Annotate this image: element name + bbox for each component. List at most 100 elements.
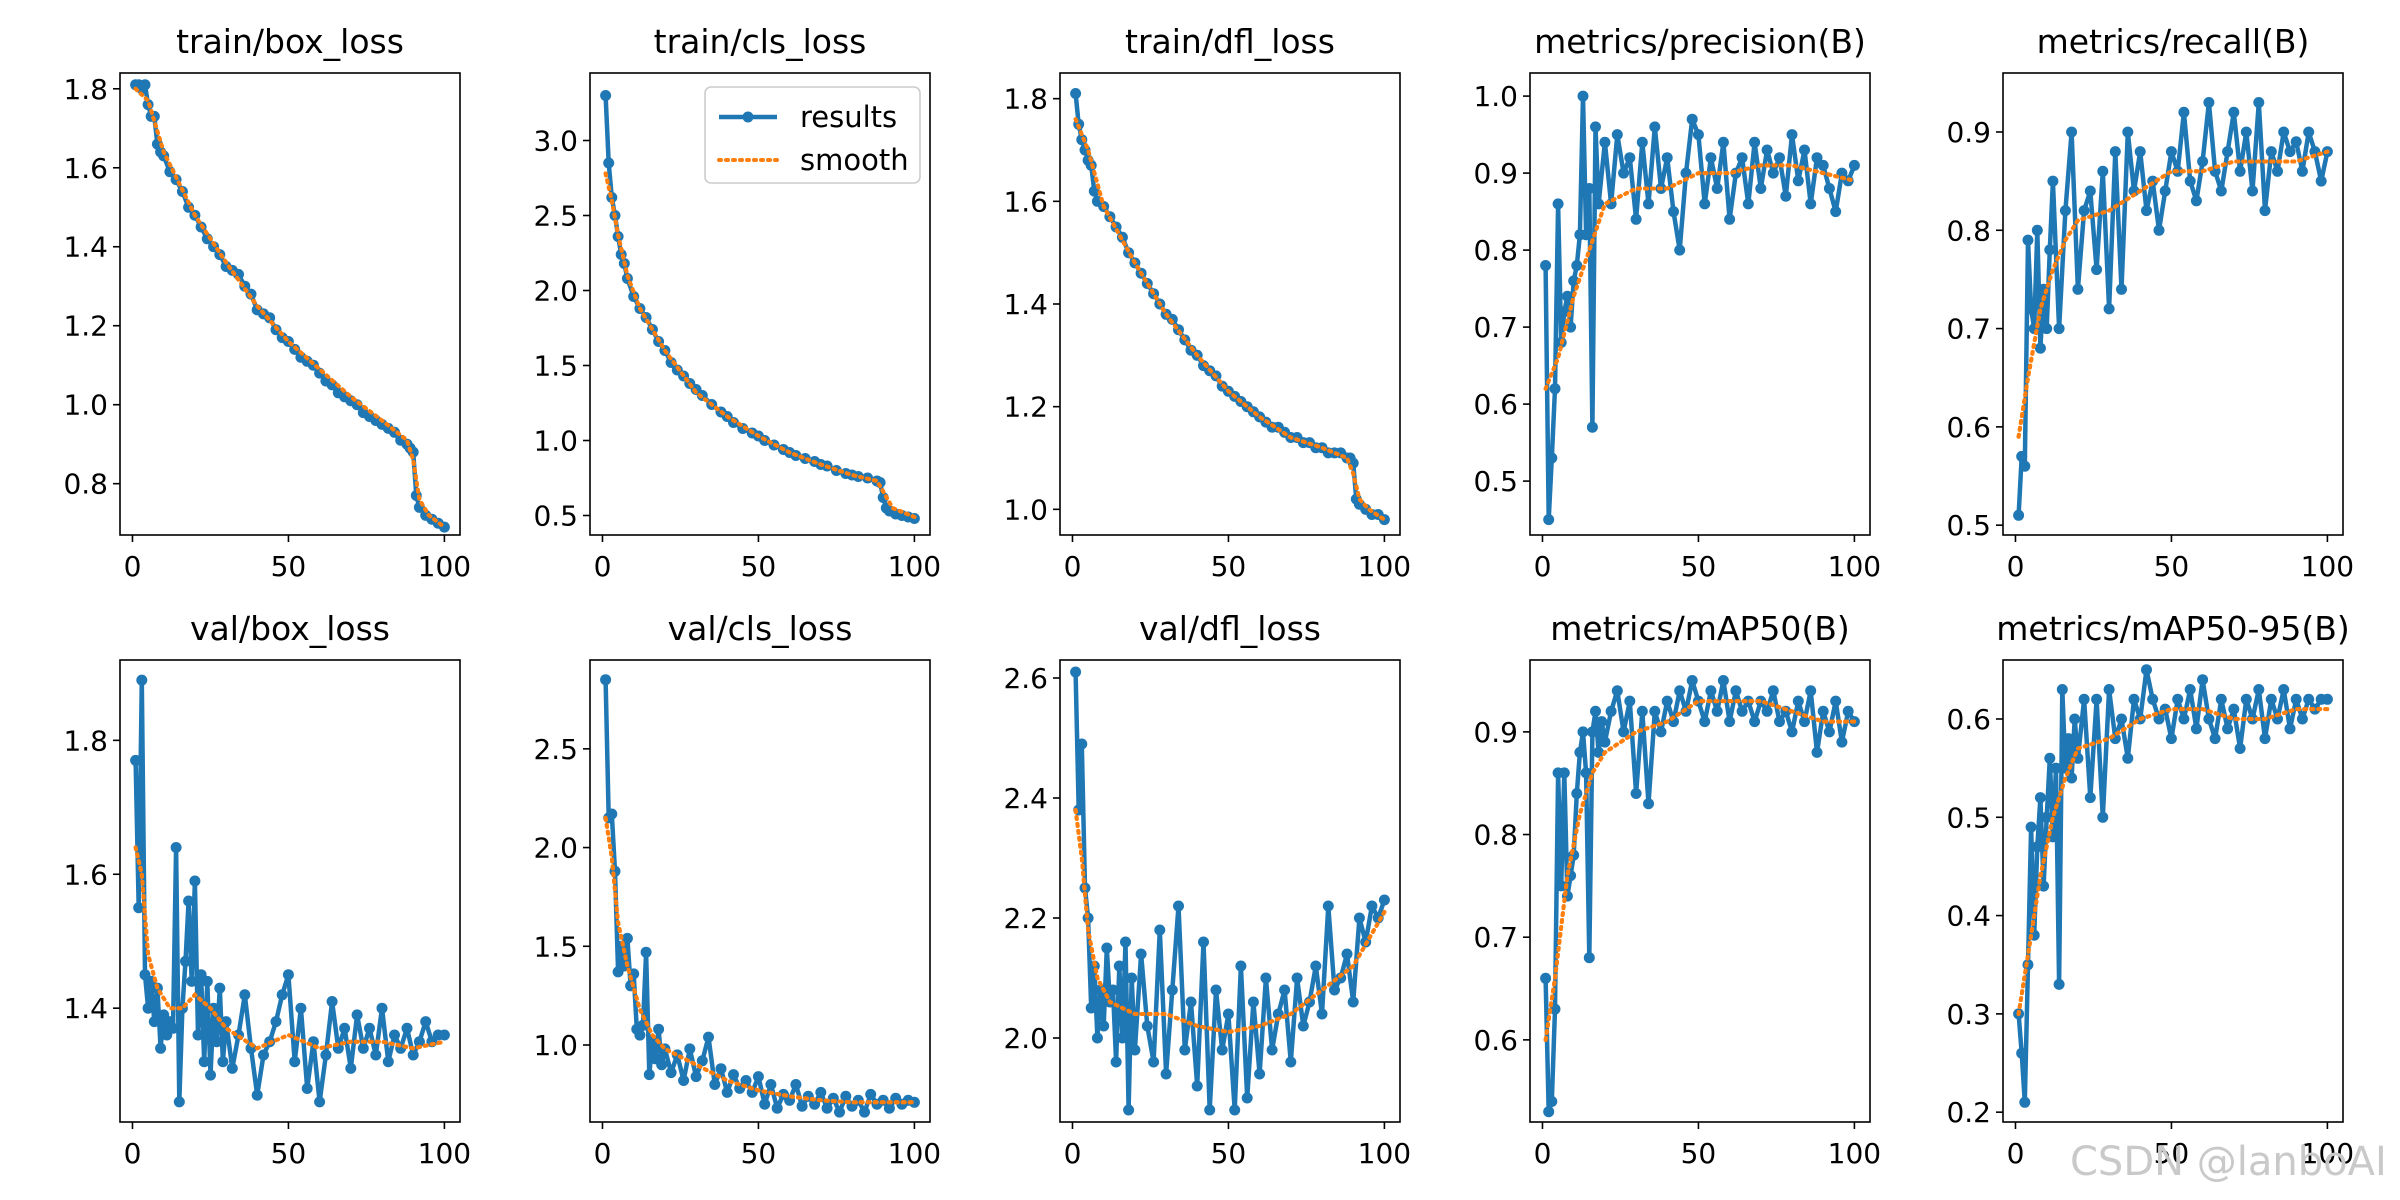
data-point: [2165, 733, 2177, 745]
data-point: [759, 1098, 771, 1110]
y-tick-label: 1.2: [1003, 391, 1048, 424]
y-tick-label: 2.0: [533, 832, 578, 865]
data-point: [2290, 136, 2302, 148]
data-point: [665, 1067, 677, 1079]
data-point: [2066, 126, 2078, 138]
data-point: [643, 1069, 655, 1081]
data-point: [2296, 713, 2308, 725]
data-point: [413, 1036, 425, 1048]
data-point: [1555, 880, 1567, 892]
data-point: [1107, 984, 1119, 996]
y-tick-label: 0.8: [63, 468, 108, 501]
data-point: [2044, 752, 2056, 764]
y-tick-label: 0.6: [1473, 1024, 1518, 1057]
data-point: [859, 1106, 870, 1118]
series-line-smooth-overlay: [603, 171, 917, 519]
data-point: [198, 1056, 210, 1068]
data-point: [740, 1075, 752, 1086]
data-point: [765, 1079, 777, 1090]
data-point: [1780, 190, 1792, 202]
data-point: [1742, 695, 1754, 707]
data-point: [1191, 1080, 1203, 1092]
x-tick-label: 50: [1211, 550, 1247, 583]
data-point: [1571, 788, 1583, 799]
subplot-title: metrics/recall(B): [2037, 22, 2310, 61]
y-tick-label: 0.5: [1473, 465, 1518, 498]
data-point: [1717, 675, 1729, 686]
legend: results smooth: [704, 86, 921, 184]
series-line-smooth-overlay: [2016, 149, 2330, 439]
data-point: [721, 1086, 733, 1098]
subplot-train-box-loss: train/box_loss 0 50 100 0.8 1.0 1.2 1.4 1.6 1.8: [63, 22, 471, 583]
data-point: [790, 1079, 802, 1090]
data-point: [2234, 743, 2246, 754]
data-point: [2053, 978, 2065, 990]
data-point: [1643, 798, 1654, 810]
data-point: [214, 982, 226, 994]
data-point: [2147, 693, 2159, 705]
data-point: [1599, 136, 1611, 148]
data-point: [1699, 716, 1711, 728]
data-point: [1761, 144, 1773, 156]
data-point: [1546, 452, 1558, 464]
data-point: [771, 1102, 783, 1114]
y-tick-label: 2.5: [533, 200, 578, 233]
data-point: [186, 975, 198, 987]
data-point: [1378, 894, 1390, 906]
data-point: [226, 1062, 238, 1074]
y-tick-label: 1.6: [63, 152, 108, 185]
data-point: [2290, 693, 2302, 705]
data-point: [1823, 183, 1835, 194]
data-point: [653, 1023, 665, 1035]
series-line-smooth: [133, 86, 447, 530]
x-tick-label: 100: [1358, 1137, 1411, 1170]
data-point: [314, 1096, 326, 1108]
data-point: [2234, 165, 2246, 177]
data-point: [1222, 1008, 1234, 1020]
data-point: [1636, 136, 1648, 148]
data-point: [401, 1022, 413, 1034]
x-tick-label: 100: [1828, 1137, 1881, 1170]
data-point: [201, 975, 213, 987]
data-point: [1577, 726, 1589, 738]
data-point: [2284, 146, 2296, 158]
data-point: [289, 1056, 301, 1068]
data-point: [2222, 723, 2234, 735]
y-tick-label: 1.5: [533, 350, 578, 383]
data-point: [2265, 146, 2277, 158]
data-point: [1247, 996, 1259, 1008]
subplot-val-box-loss: val/box_loss 0 50 100 1.4 1.6 1.8: [63, 609, 471, 1170]
data-point: [1792, 695, 1804, 707]
data-point: [1120, 936, 1131, 948]
y-tick-label: 1.8: [63, 73, 108, 106]
data-point: [2165, 146, 2177, 158]
x-tick-label: 0: [2007, 1137, 2025, 1170]
data-point: [1649, 121, 1661, 133]
data-point: [2197, 156, 2209, 167]
y-tick-label: 0.2: [1946, 1096, 1991, 1129]
data-point: [2097, 165, 2109, 177]
legend-label: results: [800, 100, 897, 134]
series-line-smooth-overlay: [603, 815, 917, 1105]
data-point: [2091, 264, 2103, 276]
y-tick-label: 0.6: [1473, 388, 1518, 421]
data-point: [1366, 900, 1378, 912]
data-point: [1322, 900, 1334, 912]
data-point: [1116, 1032, 1128, 1044]
data-point: [1811, 746, 1823, 758]
plot-frame: [589, 659, 931, 1123]
data-point: [821, 1102, 833, 1114]
data-point: [1590, 705, 1601, 717]
data-point: [1680, 167, 1692, 179]
data-point: [1310, 960, 1322, 972]
data-point: [170, 842, 182, 853]
data-point: [1540, 972, 1552, 984]
data-point: [1574, 746, 1586, 758]
data-point: [600, 674, 612, 686]
data-point: [2013, 509, 2025, 521]
data-point: [1605, 705, 1617, 717]
x-tick-label: 100: [888, 550, 941, 583]
data-point: [1590, 121, 1601, 133]
y-tick-label: 1.0: [1003, 493, 1048, 526]
data-point: [2084, 792, 2096, 804]
